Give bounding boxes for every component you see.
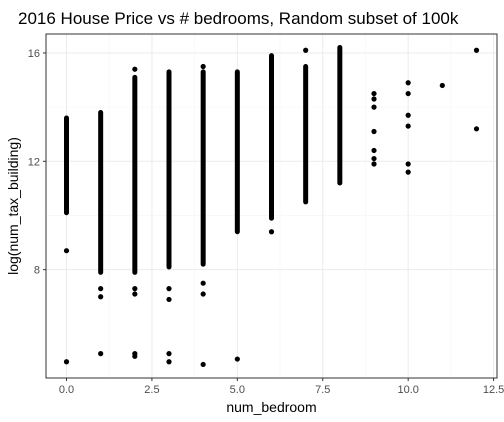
data-point (303, 47, 309, 53)
data-point (371, 96, 377, 102)
data-point (405, 90, 411, 97)
x-tick-label: 7.5 (315, 384, 330, 396)
data-point (268, 229, 275, 235)
data-points (63, 45, 480, 368)
panel-border (45, 33, 498, 379)
x-tick-label: 10.0 (397, 384, 418, 396)
data-point (405, 112, 411, 118)
data-point (200, 63, 206, 70)
y-tick-label: 16 (28, 48, 40, 60)
data-point (371, 161, 377, 167)
x-tick-label: 0.0 (59, 384, 74, 396)
data-point (132, 353, 138, 359)
data-point (439, 82, 445, 89)
data-point (405, 169, 411, 175)
data-point (405, 161, 411, 167)
y-tick-label: 12 (28, 156, 40, 168)
data-point (98, 286, 104, 292)
data-point (132, 66, 138, 72)
x-tick-label: 5.0 (230, 384, 245, 396)
data-point (132, 291, 138, 297)
data-point (63, 359, 70, 365)
data-point (200, 291, 206, 297)
data-point (63, 248, 70, 254)
data-point (166, 296, 172, 303)
x-tick-label: 12.5 (483, 384, 504, 396)
x-tick-label: 2.5 (144, 384, 159, 396)
x-axis-title: num_bedroom (226, 399, 316, 415)
data-point (473, 47, 480, 53)
data-point (371, 155, 377, 162)
data-point (98, 351, 104, 357)
chart-title: 2016 House Price vs # bedrooms, Random s… (18, 9, 459, 28)
data-point (166, 286, 172, 292)
data-point (371, 128, 377, 135)
data-point (200, 361, 206, 368)
axis-ticks: 0.0 2.5 5.0 7.5 10.0 12.5 8 12 16 (28, 48, 504, 396)
data-point (166, 351, 172, 357)
data-point (405, 123, 411, 129)
data-point (371, 104, 377, 110)
data-point (132, 286, 138, 292)
data-point (405, 80, 411, 86)
data-point (200, 280, 206, 286)
y-tick-label: 8 (34, 265, 40, 277)
data-point (371, 90, 377, 97)
data-point (371, 147, 377, 154)
data-point (234, 356, 240, 362)
y-axis-title: log(num_tax_building) (5, 137, 21, 275)
data-point (473, 126, 480, 132)
data-point (166, 359, 172, 365)
data-point (98, 294, 104, 300)
